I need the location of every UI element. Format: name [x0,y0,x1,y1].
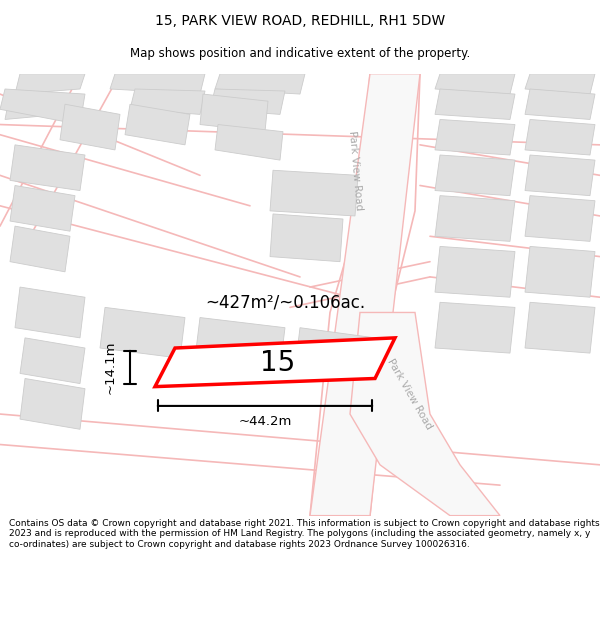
Polygon shape [525,196,595,241]
Polygon shape [270,170,358,216]
Polygon shape [20,338,85,384]
Polygon shape [525,89,595,119]
Text: 15: 15 [260,349,296,378]
Polygon shape [5,94,65,119]
Text: Map shows position and indicative extent of the property.: Map shows position and indicative extent… [130,47,470,59]
Polygon shape [310,74,420,516]
Polygon shape [295,328,375,379]
Polygon shape [525,246,595,298]
Polygon shape [525,119,595,155]
Polygon shape [215,74,305,94]
Polygon shape [435,246,515,298]
Polygon shape [195,318,285,368]
Polygon shape [15,74,85,94]
Polygon shape [435,74,515,94]
Text: ~427m²/~0.106ac.: ~427m²/~0.106ac. [205,293,365,311]
Polygon shape [435,155,515,196]
Text: Park View Road: Park View Road [347,130,364,211]
Text: 15, PARK VIEW ROAD, REDHILL, RH1 5DW: 15, PARK VIEW ROAD, REDHILL, RH1 5DW [155,14,445,28]
Polygon shape [435,302,515,353]
Polygon shape [350,312,500,516]
Polygon shape [435,119,515,155]
Polygon shape [210,89,285,114]
Polygon shape [100,308,185,358]
Polygon shape [10,226,70,272]
Polygon shape [60,104,120,150]
Polygon shape [15,287,85,338]
Polygon shape [10,186,75,231]
Polygon shape [20,379,85,429]
Polygon shape [435,196,515,241]
Text: ~14.1m: ~14.1m [104,341,116,394]
Polygon shape [200,94,268,132]
Polygon shape [215,124,283,160]
Text: Contains OS data © Crown copyright and database right 2021. This information is : Contains OS data © Crown copyright and d… [9,519,599,549]
Polygon shape [525,302,595,353]
Text: ~44.2m: ~44.2m [238,414,292,428]
Polygon shape [525,74,595,94]
Text: Park View Road: Park View Road [386,357,434,431]
Polygon shape [110,74,205,94]
Polygon shape [435,89,515,119]
Polygon shape [270,214,343,262]
Polygon shape [125,104,190,145]
Polygon shape [130,89,205,114]
Polygon shape [10,145,85,191]
Polygon shape [525,155,595,196]
Polygon shape [0,89,85,124]
Polygon shape [155,338,395,387]
